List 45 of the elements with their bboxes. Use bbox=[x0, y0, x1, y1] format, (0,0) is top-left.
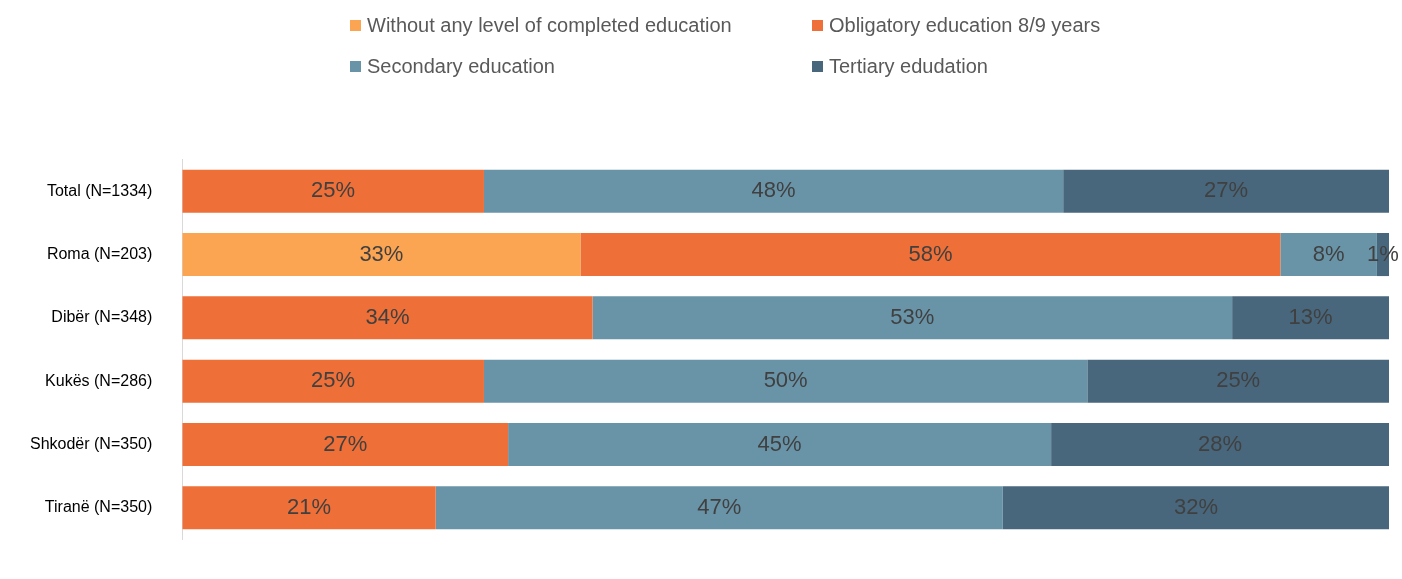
y-tick-label: Shkodër (N=350) bbox=[29, 434, 153, 452]
data-label: 50% bbox=[763, 367, 808, 393]
bar bbox=[483, 359, 1088, 403]
legend-label: Secondary education bbox=[367, 55, 555, 78]
data-label: 53% bbox=[890, 303, 935, 329]
data-label: 48% bbox=[751, 177, 796, 203]
data-label: 47% bbox=[697, 493, 742, 519]
bar bbox=[1051, 422, 1389, 466]
bar bbox=[1232, 296, 1389, 340]
bar bbox=[182, 422, 509, 466]
data-label: 25% bbox=[1216, 367, 1261, 393]
bar bbox=[483, 169, 1064, 213]
legend-label: Tertiary edudation bbox=[829, 55, 988, 78]
bar bbox=[182, 169, 484, 213]
data-label: 45% bbox=[757, 430, 802, 456]
legend-label: Without any level of completed education bbox=[367, 14, 732, 37]
data-label: 8% bbox=[1312, 240, 1345, 266]
data-label: 27% bbox=[323, 430, 368, 456]
y-tick-label: Tiranë (N=350) bbox=[44, 498, 153, 516]
bar bbox=[182, 296, 593, 340]
y-tick-label: Dibër (N=348) bbox=[51, 308, 153, 326]
data-label: 33% bbox=[359, 240, 404, 266]
data-label: 27% bbox=[1204, 177, 1249, 203]
data-label: 25% bbox=[311, 177, 356, 203]
y-tick-label: Total (N=1334) bbox=[46, 181, 153, 199]
y-tick-label: Kukës (N=286) bbox=[45, 371, 153, 389]
legend-label: Obligatory education 8/9 years bbox=[829, 14, 1101, 37]
bar bbox=[1087, 359, 1389, 403]
data-label: 25% bbox=[311, 367, 356, 393]
bar bbox=[580, 233, 1281, 277]
bar bbox=[182, 486, 436, 530]
bar bbox=[508, 422, 1052, 466]
bar bbox=[592, 296, 1233, 340]
data-label: 32% bbox=[1173, 493, 1218, 519]
data-label: 58% bbox=[908, 240, 953, 266]
y-tick-label: Roma (N=203) bbox=[46, 244, 153, 262]
data-label: 28% bbox=[1198, 430, 1243, 456]
data-label: 13% bbox=[1288, 303, 1333, 329]
bar bbox=[182, 233, 581, 277]
bar bbox=[1002, 486, 1389, 530]
data-label: 34% bbox=[365, 303, 410, 329]
bar bbox=[1063, 169, 1389, 213]
bar bbox=[182, 359, 484, 403]
bar bbox=[435, 486, 1003, 530]
data-label: 21% bbox=[286, 493, 332, 519]
